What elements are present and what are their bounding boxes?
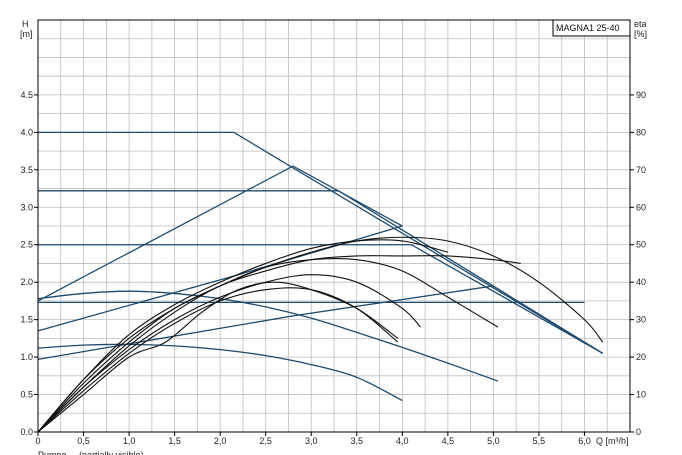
x-tick-label: 1,5 — [168, 436, 181, 446]
y-left-axis-label: H — [22, 19, 29, 29]
x-tick-label: 4,5 — [442, 436, 455, 446]
head-curve-1 — [38, 190, 604, 354]
efficiency-curve-12 — [37, 257, 499, 433]
x-tick-label: 2,0 — [214, 436, 227, 446]
head-curve-7 — [37, 290, 499, 382]
x-tick-label: 5,5 — [533, 436, 546, 446]
x-axis-unit: Q [m³/h] — [596, 436, 629, 446]
y-right-tick-label: 40 — [636, 277, 646, 287]
head-curve-4 — [37, 165, 403, 302]
y-right-tick-label: 50 — [636, 240, 646, 250]
x-tick-label: 0,5 — [77, 436, 90, 446]
y-left-tick-label: 3.0 — [20, 202, 33, 212]
y-left-tick-label: 2.5 — [20, 240, 33, 250]
head-curve-2 — [38, 244, 604, 354]
efficiency-curve-14 — [37, 287, 399, 433]
y-right-tick-label: 0 — [636, 427, 641, 437]
curves — [37, 131, 604, 433]
y-left-tick-label: 1.5 — [20, 315, 33, 325]
head-curve-8 — [37, 343, 403, 402]
x-tick-label: 3,5 — [351, 436, 364, 446]
labels: 0 0,5 1,0 1,5 2,0 2,5 3,0 3,5 4,0 4,5 5,0 5,5 6,0 Q [… — [20, 19, 647, 455]
plot-frame — [37, 19, 631, 433]
axes — [34, 19, 634, 436]
y-right-axis-label: eta — [634, 19, 647, 29]
y-right-tick-label: 30 — [636, 315, 646, 325]
y-left-tick-label: 2.0 — [20, 277, 33, 287]
y-right-tick-label: 90 — [636, 90, 646, 100]
efficiency-curve-9 — [37, 236, 604, 433]
efficiency-curve-11 — [37, 239, 448, 433]
x-tick-label: 5,0 — [487, 436, 500, 446]
y-left-axis-unit: [m] — [20, 29, 33, 39]
y-left-tick-label: 4.0 — [20, 127, 33, 137]
y-left-tick-label: 3.5 — [20, 165, 33, 175]
chart-title: MAGNA1 25-40 — [556, 23, 620, 33]
grid — [38, 20, 630, 432]
efficiency-curve-13 — [37, 274, 421, 433]
efficiency-curve-10 — [37, 255, 521, 433]
y-right-tick-label: 20 — [636, 352, 646, 362]
y-right-tick-label: 80 — [636, 127, 646, 137]
y-right-tick-label: 70 — [636, 165, 646, 175]
y-right-tick-label: 10 — [636, 390, 646, 400]
x-tick-label: 0 — [35, 436, 40, 446]
y-right-axis-unit: [%] — [634, 29, 647, 39]
efficiency-curve-15 — [37, 281, 399, 433]
title-box — [552, 19, 631, 37]
x-tick-label: 6,0 — [578, 436, 591, 446]
x-tick-label: 4,0 — [396, 436, 409, 446]
x-tick-label: 2,5 — [259, 436, 272, 446]
y-left-tick-label: 0.5 — [20, 390, 33, 400]
y-left-tick-label: 4.5 — [20, 90, 33, 100]
y-right-tick-label: 60 — [636, 202, 646, 212]
y-left-tick-label: 0.0 — [20, 427, 33, 437]
x-tick-label: 1,0 — [123, 436, 136, 446]
y-left-tick-label: 1.0 — [20, 352, 33, 362]
footer-text: Pumpe ... (partially visible) — [38, 450, 144, 455]
x-tick-label: 3,0 — [305, 436, 318, 446]
head-curve-0 — [38, 131, 604, 354]
